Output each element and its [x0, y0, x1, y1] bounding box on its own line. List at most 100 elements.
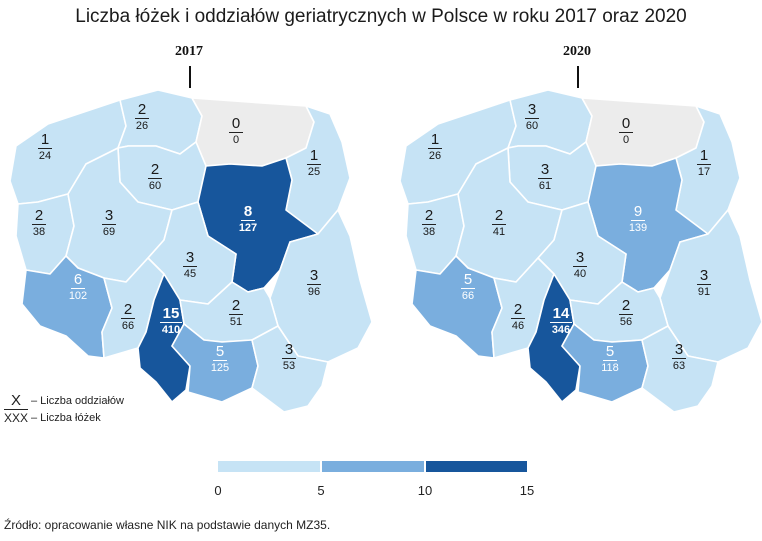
region-label-zachodniopomorskie-2017: 1 24: [23, 132, 67, 162]
beds-count: 61: [538, 180, 552, 192]
wards-count: 0: [228, 116, 244, 133]
wards-count: 14: [549, 306, 573, 323]
wards-count: 15: [159, 306, 183, 323]
beds-count: 66: [461, 290, 475, 302]
wards-count: 1: [427, 132, 443, 149]
wards-count: 3: [101, 208, 117, 225]
scale-segment-medium: [322, 461, 424, 472]
wards-count: 5: [460, 272, 476, 289]
region-label-slaskie-2017: 15 410: [149, 306, 193, 336]
region-label-opolskie-2017: 2 66: [106, 302, 150, 332]
legend-wards-row: X – Liczba oddziałów: [4, 392, 124, 410]
beds-count: 53: [282, 360, 296, 372]
wards-count: 1: [696, 148, 712, 165]
beds-count: 60: [148, 180, 162, 192]
region-label-mazowieckie-2017: 8 127: [226, 204, 270, 234]
legend-wards-label: – Liczba oddziałów: [31, 394, 124, 407]
wards-count: 3: [696, 268, 712, 285]
wards-count: 1: [37, 132, 53, 149]
map-title: Liczba łóżek i oddziałów geriatrycznych …: [75, 6, 687, 27]
region-label-wielkopolskie-2017: 3 69: [87, 208, 131, 238]
beds-count: 0: [622, 134, 630, 146]
legend-beds-symbol: XXX: [4, 410, 29, 425]
scale-tick-5: 5: [317, 483, 325, 498]
region-label-lubelskie-2020: 3 91: [682, 268, 726, 298]
wards-count: 6: [70, 272, 86, 289]
wards-count: 0: [618, 116, 634, 133]
region-label-pomorskie-2017: 2 26: [120, 102, 164, 132]
region-label-opolskie-2020: 2 46: [496, 302, 540, 332]
region-podkarpackie-2020: [641, 325, 719, 413]
region-label-zachodniopomorskie-2020: 1 26: [413, 132, 457, 162]
year-marker-2017: [189, 66, 191, 88]
region-label-wielkopolskie-2020: 2 41: [477, 208, 521, 238]
region-label-lubelskie-2017: 3 96: [292, 268, 336, 298]
beds-count: 26: [135, 120, 149, 132]
legend-wards-symbol: X: [4, 392, 28, 410]
region-label-malopolskie-2017: 5 125: [198, 344, 242, 374]
beds-count: 46: [511, 320, 525, 332]
region-label-lubuskie-2020: 2 38: [407, 208, 451, 238]
year-label-2017: 2017: [175, 44, 203, 59]
wards-count: 1: [306, 148, 322, 165]
scale-segment-dark: [426, 461, 527, 472]
beds-count: 41: [492, 226, 506, 238]
beds-count: 410: [161, 324, 181, 336]
legend: X – Liczba oddziałów XXX – Liczba łóżek: [4, 392, 124, 426]
wards-count: 2: [618, 298, 634, 315]
region-label-podkarpackie-2020: 3 63: [657, 342, 701, 372]
wards-count: 9: [630, 204, 646, 221]
region-label-slaskie-2020: 14 346: [539, 306, 583, 336]
beds-count: 102: [68, 290, 88, 302]
region-label-lodzkie-2017: 3 45: [168, 250, 212, 280]
beds-count: 63: [672, 360, 686, 372]
poland-map-2017: [9, 89, 373, 413]
year-label-2020: 2020: [563, 44, 591, 59]
region-label-podlaskie-2017: 1 25: [292, 148, 336, 178]
beds-count: 60: [525, 120, 539, 132]
wards-count: 2: [491, 208, 507, 225]
legend-beds-row: XXX – Liczba łóżek: [4, 409, 124, 426]
wards-count: 2: [510, 302, 526, 319]
beds-count: 69: [102, 226, 116, 238]
region-label-dolnoslaskie-2020: 5 66: [446, 272, 490, 302]
beds-count: 26: [428, 150, 442, 162]
region-label-pomorskie-2020: 3 60: [510, 102, 554, 132]
poland-map-2020: [399, 89, 762, 413]
beds-count: 91: [697, 286, 711, 298]
wards-count: 2: [147, 162, 163, 179]
region-label-podlaskie-2020: 1 17: [682, 148, 726, 178]
region-label-swietokrzyskie-2020: 2 56: [604, 298, 648, 328]
beds-count: 96: [307, 286, 321, 298]
beds-count: 346: [551, 324, 571, 336]
wards-count: 5: [602, 344, 618, 361]
wards-count: 3: [281, 342, 297, 359]
region-label-lubuskie-2017: 2 38: [17, 208, 61, 238]
wards-count: 8: [240, 204, 256, 221]
wards-count: 3: [182, 250, 198, 267]
region-label-podkarpackie-2017: 3 53: [267, 342, 311, 372]
scale-tick-10: 10: [417, 483, 433, 498]
wards-count: 2: [120, 302, 136, 319]
wards-count: 3: [306, 268, 322, 285]
wards-count: 3: [524, 102, 540, 119]
wards-count: 2: [134, 102, 150, 119]
beds-count: 17: [697, 166, 711, 178]
wards-count: 3: [572, 250, 588, 267]
wards-count: 3: [537, 162, 553, 179]
beds-count: 51: [229, 316, 243, 328]
source-note: Źródło: opracowanie własne NIK na podsta…: [4, 518, 331, 532]
beds-count: 45: [183, 268, 197, 280]
beds-count: 66: [121, 320, 135, 332]
scale-segment-light: [218, 461, 320, 472]
region-label-lodzkie-2020: 3 40: [558, 250, 602, 280]
wards-count: 2: [31, 208, 47, 225]
scale-tick-0: 0: [214, 483, 222, 498]
beds-count: 56: [619, 316, 633, 328]
region-label-mazowieckie-2020: 9 139: [616, 204, 660, 234]
wards-count: 2: [421, 208, 437, 225]
scale-tick-15: 15: [519, 483, 535, 498]
beds-count: 139: [628, 222, 648, 234]
beds-count: 24: [38, 150, 52, 162]
